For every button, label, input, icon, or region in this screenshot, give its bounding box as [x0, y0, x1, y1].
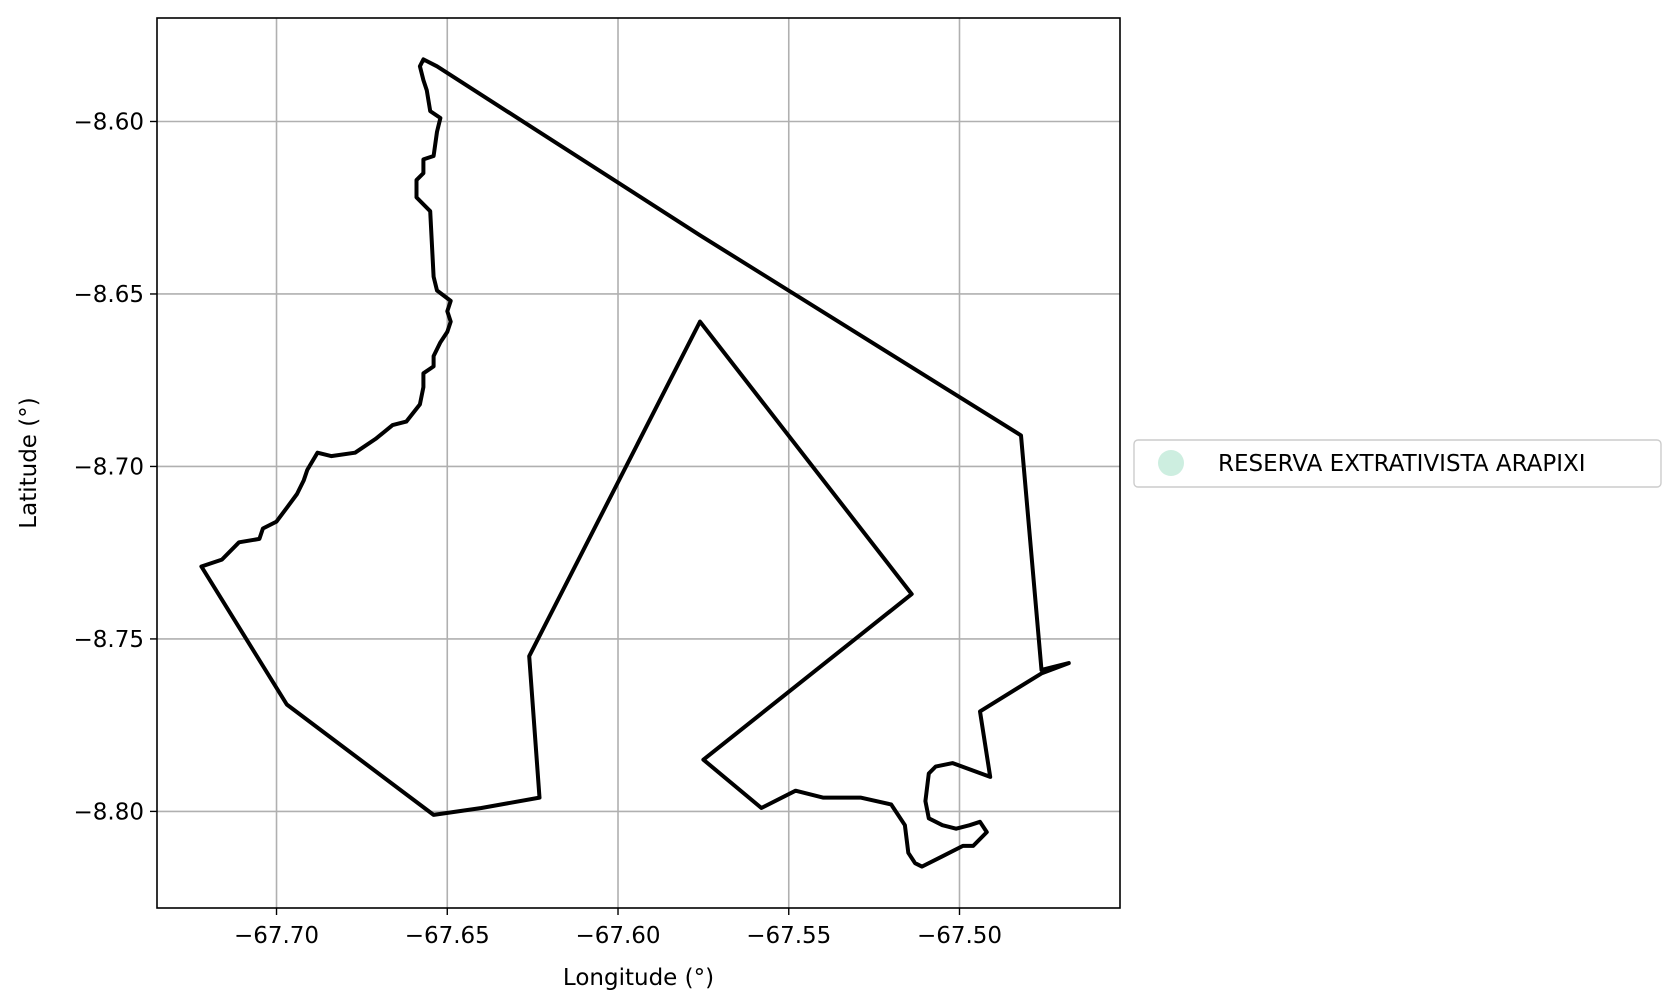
- legend-label: RESERVA EXTRATIVISTA ARAPIXI: [1218, 451, 1586, 477]
- grid-lines: [157, 18, 1120, 908]
- axes-frame: [156, 17, 1121, 909]
- x-tick-label: −67.55: [746, 923, 831, 949]
- x-axis-label: Longitude (°): [563, 965, 714, 991]
- y-tick-label: −8.65: [74, 282, 144, 308]
- y-axis-label: Latitude (°): [16, 397, 42, 528]
- legend-box: [1133, 439, 1662, 488]
- plot-area: [199, 57, 1071, 869]
- x-axis-ticks: −67.70 −67.65 −67.60 −67.55 −67.50: [234, 908, 1002, 949]
- x-tick-label: −67.65: [405, 923, 490, 949]
- y-tick-label: −8.75: [74, 627, 144, 653]
- reserve-boundary-polygon: [199, 57, 1071, 869]
- y-tick-label: −8.80: [74, 799, 144, 825]
- y-tick-label: −8.60: [74, 109, 144, 135]
- y-tick-label: −8.70: [74, 454, 144, 480]
- y-axis-ticks: −8.60 −8.65 −8.70 −8.75 −8.80: [74, 109, 157, 825]
- x-tick-label: −67.60: [575, 923, 660, 949]
- legend: RESERVA EXTRATIVISTA ARAPIXI: [1133, 439, 1662, 488]
- x-tick-label: −67.50: [917, 923, 1002, 949]
- legend-marker: [1158, 450, 1184, 476]
- x-tick-label: −67.70: [234, 923, 319, 949]
